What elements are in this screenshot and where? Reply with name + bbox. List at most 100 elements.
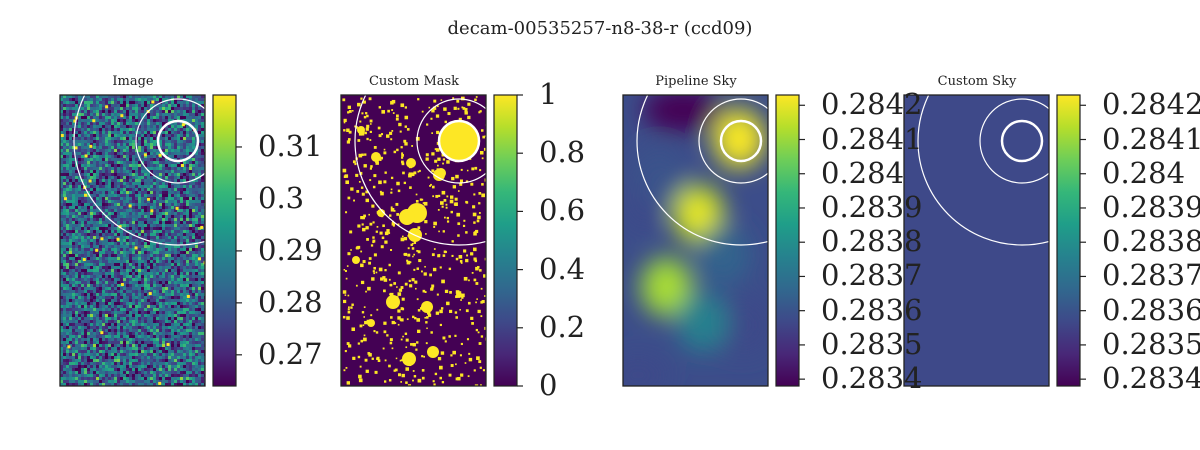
- mask-pixel: [416, 267, 419, 270]
- mask-pixel: [408, 173, 412, 178]
- mask-pixel: [440, 351, 445, 355]
- mask-blob: [427, 346, 439, 358]
- mask-pixel: [441, 279, 445, 284]
- mask-pixel: [457, 234, 460, 237]
- mask-pixel: [390, 248, 393, 252]
- mask-pixel: [387, 109, 390, 113]
- mask-blob: [352, 256, 360, 264]
- mask-pixel: [361, 192, 365, 196]
- mask-pixel: [474, 384, 479, 386]
- mask-pixel: [471, 322, 474, 325]
- mask-pixel: [451, 240, 454, 243]
- mask-pixel: [463, 249, 467, 253]
- mask-pixel: [380, 277, 384, 281]
- source: [146, 197, 150, 201]
- mask-pixel: [384, 359, 387, 362]
- mask-pixel: [477, 215, 481, 220]
- mask-pixel: [437, 254, 441, 258]
- mask-pixel: [382, 347, 385, 350]
- mask-pixel: [369, 167, 372, 170]
- mask-pixel: [435, 114, 440, 118]
- mask-pixel: [460, 342, 463, 346]
- mask-pixel: [355, 126, 358, 129]
- mask-blob: [386, 295, 400, 309]
- mask-pixel: [358, 132, 363, 136]
- colorbar-tick-label: 0.2834: [821, 361, 923, 396]
- mask-pixel: [459, 308, 461, 311]
- source: [158, 153, 162, 157]
- mask-pixel: [346, 128, 350, 132]
- mask-pixel: [439, 266, 442, 269]
- mask-pixel: [384, 171, 387, 174]
- mask-pixel: [368, 257, 372, 260]
- mask-pixel: [447, 112, 451, 116]
- mask-pixel: [383, 151, 387, 155]
- mask-pixel: [407, 247, 410, 250]
- mask-pixel: [455, 290, 460, 294]
- mask-pixel: [424, 316, 427, 319]
- mask-pixel: [342, 98, 346, 102]
- mask-pixel: [412, 370, 415, 372]
- mask-pixel: [347, 111, 350, 114]
- mask-pixel: [455, 257, 459, 261]
- mask-pixel: [372, 239, 376, 243]
- mask-target: [438, 120, 480, 162]
- colorbar-tick-label: 0.8: [539, 135, 586, 170]
- mask-pixel: [380, 156, 384, 160]
- mask-pixel: [446, 216, 449, 220]
- mask-pixel: [403, 139, 407, 143]
- mask-pixel: [481, 157, 484, 160]
- mask-pixel: [400, 381, 403, 383]
- source: [105, 105, 109, 109]
- mask-pixel: [414, 280, 418, 284]
- mask-pixel: [467, 375, 470, 378]
- mask-pixel: [411, 247, 415, 250]
- mask-pixel: [443, 250, 447, 254]
- mask-pixel: [417, 250, 420, 252]
- mask-pixel: [473, 231, 477, 234]
- annulus-inner: [698, 98, 768, 184]
- mask-pixel: [395, 357, 398, 360]
- mask-pixel: [389, 338, 393, 342]
- mask-pixel: [425, 321, 428, 324]
- mask-pixel: [470, 316, 474, 320]
- mask-pixel: [436, 130, 440, 135]
- mask-pixel: [464, 111, 468, 115]
- colorbar: [1056, 94, 1081, 387]
- mask-pixel: [480, 315, 483, 318]
- mask-pixel: [480, 384, 482, 386]
- mask-pixel: [465, 200, 468, 204]
- annulus-outer: [73, 95, 205, 246]
- mask-pixel: [342, 168, 347, 173]
- mask-pixel: [426, 316, 429, 319]
- mask-pixel: [466, 338, 470, 341]
- mask-pixel: [393, 209, 396, 212]
- mask-pixel: [470, 252, 474, 256]
- mask-pixel: [372, 236, 375, 239]
- mask-pixel: [437, 208, 440, 211]
- mask-pixel: [431, 284, 435, 288]
- mask-pixel: [390, 176, 394, 180]
- mask-pixel: [344, 270, 347, 273]
- pipeline-sky-panel: [623, 95, 768, 386]
- mask-pixel: [413, 253, 416, 256]
- mask-pixel: [454, 202, 458, 207]
- mask-pixel: [347, 105, 351, 109]
- mask-pixel: [402, 235, 404, 238]
- mask-pixel: [367, 352, 371, 355]
- mask-pixel: [404, 106, 408, 109]
- mask-pixel: [481, 193, 485, 198]
- mask-pixel: [467, 301, 471, 305]
- mask-pixel: [452, 97, 455, 100]
- colorbar-tick-label: 0.31: [258, 128, 323, 163]
- mask-pixel: [458, 117, 462, 121]
- mask-pixel: [366, 238, 369, 241]
- mask-pixel: [428, 106, 431, 109]
- mask-pixel: [454, 334, 457, 337]
- mask-pixel: [400, 318, 404, 322]
- colorbar-tick-label: 0.284: [1102, 155, 1186, 190]
- mask-pixel: [364, 358, 368, 362]
- mask-pixel: [405, 338, 409, 342]
- mask-pixel: [442, 162, 444, 165]
- mask-pixel: [371, 357, 374, 360]
